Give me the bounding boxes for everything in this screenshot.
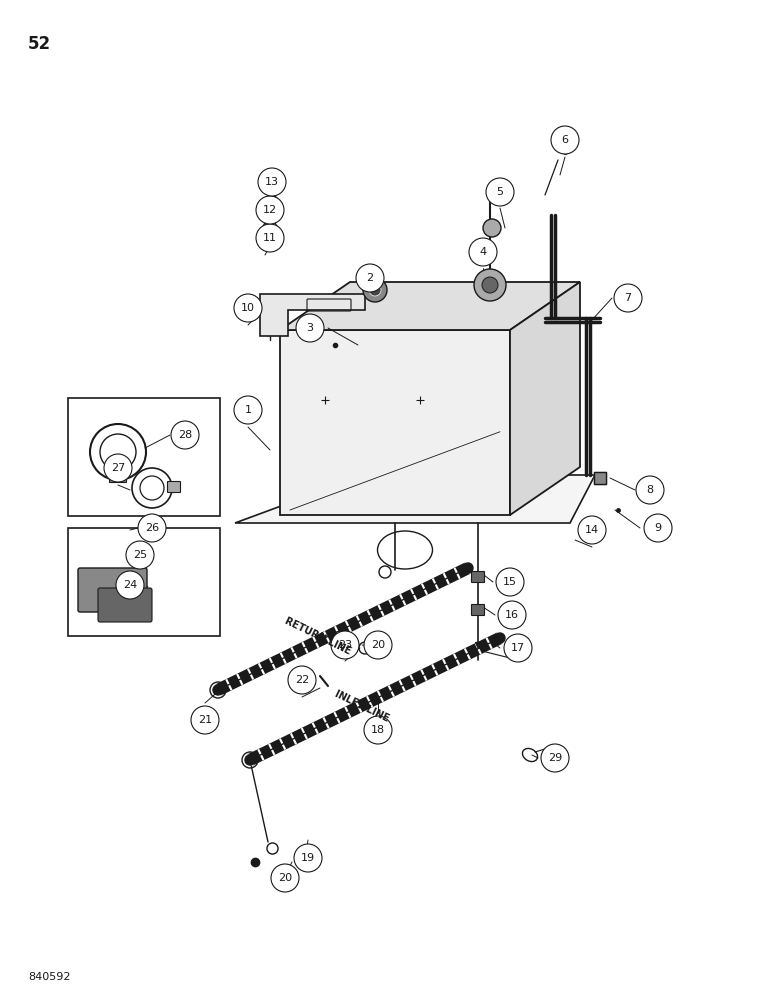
FancyBboxPatch shape [98, 588, 152, 622]
Circle shape [486, 178, 514, 206]
FancyBboxPatch shape [471, 572, 484, 582]
Text: 19: 19 [301, 853, 315, 863]
Text: 10: 10 [241, 303, 255, 313]
Text: 9: 9 [654, 523, 661, 533]
Circle shape [636, 476, 664, 504]
Circle shape [463, 563, 473, 573]
Text: 20: 20 [278, 873, 292, 883]
Text: 15: 15 [503, 577, 517, 587]
Circle shape [213, 685, 223, 695]
Text: 13: 13 [265, 177, 279, 187]
Text: 25: 25 [133, 550, 147, 560]
Circle shape [364, 631, 392, 659]
Text: 12: 12 [263, 205, 277, 215]
Circle shape [551, 126, 579, 154]
Text: 6: 6 [562, 135, 569, 145]
Circle shape [234, 294, 262, 322]
Polygon shape [235, 475, 595, 523]
Text: RETURN LINE: RETURN LINE [283, 616, 353, 656]
Circle shape [258, 168, 286, 196]
Text: INLET LINE: INLET LINE [333, 689, 391, 723]
Circle shape [288, 666, 316, 694]
Polygon shape [280, 330, 510, 515]
Text: 14: 14 [585, 525, 599, 535]
Text: 3: 3 [307, 323, 314, 333]
Text: 29: 29 [548, 753, 562, 763]
Text: 26: 26 [145, 523, 159, 533]
Text: 2: 2 [367, 273, 374, 283]
Text: 52: 52 [28, 35, 51, 53]
Circle shape [482, 277, 498, 293]
Circle shape [256, 224, 284, 252]
Text: 16: 16 [505, 610, 519, 620]
FancyBboxPatch shape [78, 568, 147, 612]
Circle shape [331, 631, 359, 659]
Polygon shape [280, 282, 580, 330]
Text: 840592: 840592 [28, 972, 70, 982]
Text: 11: 11 [263, 233, 277, 243]
Text: 1: 1 [244, 405, 251, 415]
Circle shape [116, 571, 144, 599]
Circle shape [495, 633, 505, 643]
Circle shape [364, 716, 392, 744]
Text: 27: 27 [111, 463, 125, 473]
Circle shape [498, 601, 526, 629]
Text: 4: 4 [480, 247, 487, 257]
Circle shape [271, 864, 299, 892]
Polygon shape [510, 282, 580, 515]
FancyBboxPatch shape [109, 474, 126, 483]
Text: 24: 24 [123, 580, 137, 590]
Circle shape [483, 219, 501, 237]
Circle shape [369, 284, 381, 296]
Circle shape [296, 314, 324, 342]
Circle shape [234, 396, 262, 424]
Circle shape [504, 634, 532, 662]
Circle shape [191, 706, 219, 734]
Text: 23: 23 [338, 640, 352, 650]
Circle shape [126, 541, 154, 569]
Text: 7: 7 [625, 293, 632, 303]
FancyBboxPatch shape [168, 482, 180, 492]
Circle shape [138, 514, 166, 542]
Text: 8: 8 [647, 485, 654, 495]
Text: 22: 22 [295, 675, 309, 685]
FancyBboxPatch shape [471, 604, 484, 615]
Circle shape [363, 278, 387, 302]
Circle shape [294, 844, 322, 872]
Polygon shape [260, 294, 365, 336]
Circle shape [578, 516, 606, 544]
Text: 28: 28 [178, 430, 192, 440]
Circle shape [256, 196, 284, 224]
Circle shape [245, 755, 255, 765]
Circle shape [474, 269, 506, 301]
Text: 17: 17 [511, 643, 525, 653]
Text: 18: 18 [371, 725, 385, 735]
Text: 21: 21 [198, 715, 212, 725]
Circle shape [469, 238, 497, 266]
Circle shape [104, 454, 132, 482]
Text: 5: 5 [497, 187, 504, 197]
Text: 20: 20 [371, 640, 385, 650]
Circle shape [356, 264, 384, 292]
Circle shape [496, 568, 524, 596]
Circle shape [644, 514, 672, 542]
Circle shape [614, 284, 642, 312]
Circle shape [541, 744, 569, 772]
Circle shape [171, 421, 199, 449]
